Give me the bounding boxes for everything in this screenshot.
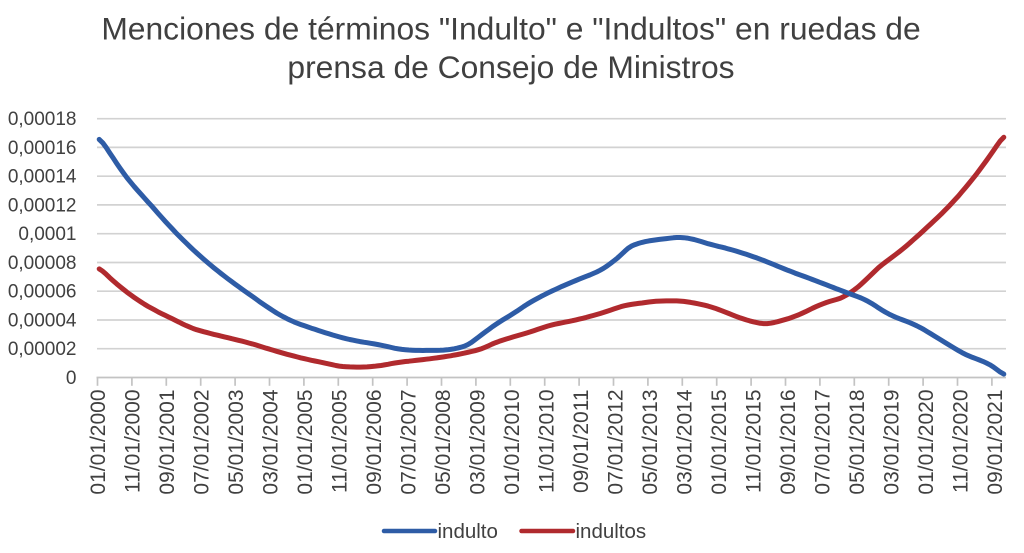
svg-text:03/01/2019: 03/01/2019: [881, 390, 904, 495]
svg-text:11/01/2005: 11/01/2005: [329, 390, 352, 494]
svg-text:05/01/2018: 05/01/2018: [846, 390, 869, 495]
svg-text:09/01/2006: 09/01/2006: [363, 390, 386, 495]
svg-text:01/01/2015: 01/01/2015: [708, 390, 731, 495]
svg-text:0: 0: [66, 368, 77, 389]
svg-text:indultos: indultos: [576, 520, 647, 543]
svg-text:09/01/2016: 09/01/2016: [777, 390, 800, 495]
svg-text:0,0001: 0,0001: [18, 224, 76, 245]
svg-text:prensa de Consejo de Ministros: prensa de Consejo de Ministros: [287, 49, 734, 85]
svg-text:03/01/2014: 03/01/2014: [674, 389, 697, 494]
svg-text:11/01/2010: 11/01/2010: [536, 390, 559, 494]
svg-text:03/01/2009: 03/01/2009: [467, 390, 490, 495]
svg-text:0,00014: 0,00014: [8, 167, 77, 188]
svg-text:05/01/2003: 05/01/2003: [225, 390, 248, 495]
svg-text:Menciones de términos "Indulto: Menciones de términos "Indulto" e "Indul…: [101, 11, 920, 47]
svg-text:07/01/2002: 07/01/2002: [191, 390, 214, 495]
svg-text:07/01/2007: 07/01/2007: [398, 390, 421, 495]
svg-text:0,00018: 0,00018: [8, 109, 77, 130]
svg-text:0,00008: 0,00008: [8, 253, 77, 274]
svg-text:09/01/2001: 09/01/2001: [156, 390, 179, 495]
svg-text:01/01/2020: 01/01/2020: [915, 390, 938, 495]
svg-text:0,00016: 0,00016: [8, 138, 77, 159]
svg-text:indulto: indulto: [438, 520, 498, 543]
svg-text:11/01/2000: 11/01/2000: [122, 390, 145, 494]
svg-text:11/01/2015: 11/01/2015: [743, 390, 766, 494]
svg-text:0,00002: 0,00002: [8, 339, 77, 360]
svg-text:0,00004: 0,00004: [8, 311, 77, 332]
svg-text:01/01/2000: 01/01/2000: [87, 390, 110, 495]
svg-text:0,00006: 0,00006: [8, 282, 77, 303]
svg-text:01/01/2010: 01/01/2010: [501, 390, 524, 495]
svg-text:05/01/2008: 05/01/2008: [432, 390, 455, 495]
svg-text:07/01/2012: 07/01/2012: [605, 390, 628, 495]
svg-text:05/01/2013: 05/01/2013: [639, 390, 662, 495]
svg-text:09/01/2011: 09/01/2011: [570, 390, 593, 494]
svg-text:09/01/2021: 09/01/2021: [984, 390, 1007, 495]
svg-text:0,00012: 0,00012: [8, 195, 77, 216]
svg-text:01/01/2005: 01/01/2005: [294, 390, 317, 495]
svg-text:07/01/2017: 07/01/2017: [812, 390, 835, 495]
svg-text:03/01/2004: 03/01/2004: [260, 389, 283, 494]
svg-text:11/01/2020: 11/01/2020: [950, 390, 973, 494]
